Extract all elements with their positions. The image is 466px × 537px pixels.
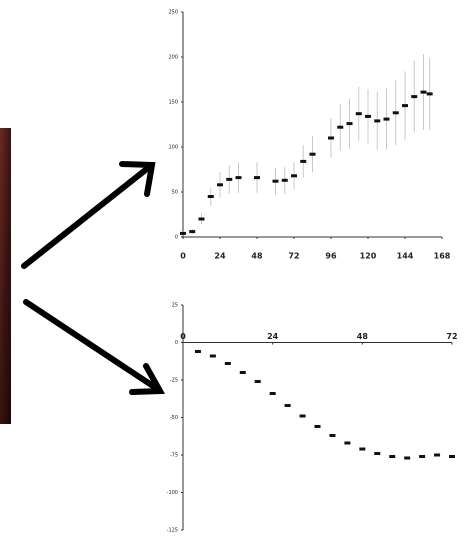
data-point xyxy=(282,179,288,182)
data-point xyxy=(225,362,231,365)
y-tick-label: 250 xyxy=(168,10,178,16)
data-point xyxy=(300,160,306,163)
y-tick-label: 200 xyxy=(168,55,178,61)
x-tick-label: 0 xyxy=(180,332,186,341)
data-point xyxy=(347,122,353,125)
y-tick-label: 100 xyxy=(168,145,178,151)
photo-crop xyxy=(0,128,11,424)
x-tick-label: 168 xyxy=(434,252,451,261)
x-tick-label: 24 xyxy=(267,332,279,341)
figure: 050100150200250024487296120144168-125-10… xyxy=(0,0,466,537)
data-point xyxy=(337,126,343,129)
y-tick-label: -100 xyxy=(167,490,178,496)
arrow-down xyxy=(26,302,156,388)
y-tick-label: 50 xyxy=(172,190,178,196)
data-point xyxy=(402,104,408,107)
data-point xyxy=(427,92,433,95)
data-point xyxy=(236,176,242,179)
data-point xyxy=(217,183,223,186)
data-point xyxy=(315,425,321,428)
y-tick-label: -75 xyxy=(170,453,178,459)
data-point xyxy=(180,232,186,235)
data-point xyxy=(421,91,427,94)
data-point xyxy=(270,392,276,395)
data-point xyxy=(195,350,201,353)
y-tick-label: 150 xyxy=(168,100,178,106)
x-tick-label: 144 xyxy=(397,252,414,261)
data-point xyxy=(255,380,261,383)
y-tick-label: -125 xyxy=(167,528,178,534)
data-point xyxy=(434,454,440,457)
data-point xyxy=(404,457,410,460)
data-point xyxy=(328,137,334,140)
arrow-up xyxy=(24,168,148,266)
data-point xyxy=(329,434,335,437)
y-tick-label: -25 xyxy=(170,378,178,384)
x-tick-label: 48 xyxy=(357,332,369,341)
y-tick-label: 0 xyxy=(175,340,178,346)
data-point xyxy=(374,119,380,122)
y-tick-label: 0 xyxy=(175,235,178,241)
data-point xyxy=(356,112,362,115)
data-point xyxy=(393,111,399,114)
x-tick-label: 24 xyxy=(214,252,226,261)
x-tick-label: 96 xyxy=(325,252,337,261)
x-tick-label: 72 xyxy=(446,332,457,341)
arrows xyxy=(24,164,160,392)
x-tick-label: 48 xyxy=(251,252,263,261)
y-tick-label: 25 xyxy=(172,303,178,309)
data-point xyxy=(365,115,371,118)
data-point xyxy=(254,176,260,179)
data-point xyxy=(419,455,425,458)
data-point xyxy=(210,355,216,358)
x-tick-label: 72 xyxy=(288,252,299,261)
x-tick-label: 0 xyxy=(180,252,186,261)
data-point xyxy=(199,218,205,221)
data-point xyxy=(291,174,297,177)
x-tick-label: 120 xyxy=(360,252,377,261)
data-point xyxy=(374,452,380,455)
data-point xyxy=(389,455,395,458)
data-point xyxy=(344,442,350,445)
data-point xyxy=(359,448,365,451)
data-point xyxy=(449,455,455,458)
data-point xyxy=(273,180,279,183)
data-point xyxy=(300,415,306,418)
data-point xyxy=(240,371,246,374)
data-point xyxy=(310,153,316,156)
y-tick-label: -50 xyxy=(170,415,178,421)
data-point xyxy=(384,118,390,121)
data-point xyxy=(189,230,195,233)
data-point xyxy=(226,178,232,181)
data-point xyxy=(285,404,291,407)
data-point xyxy=(411,95,417,98)
data-point xyxy=(208,195,214,198)
